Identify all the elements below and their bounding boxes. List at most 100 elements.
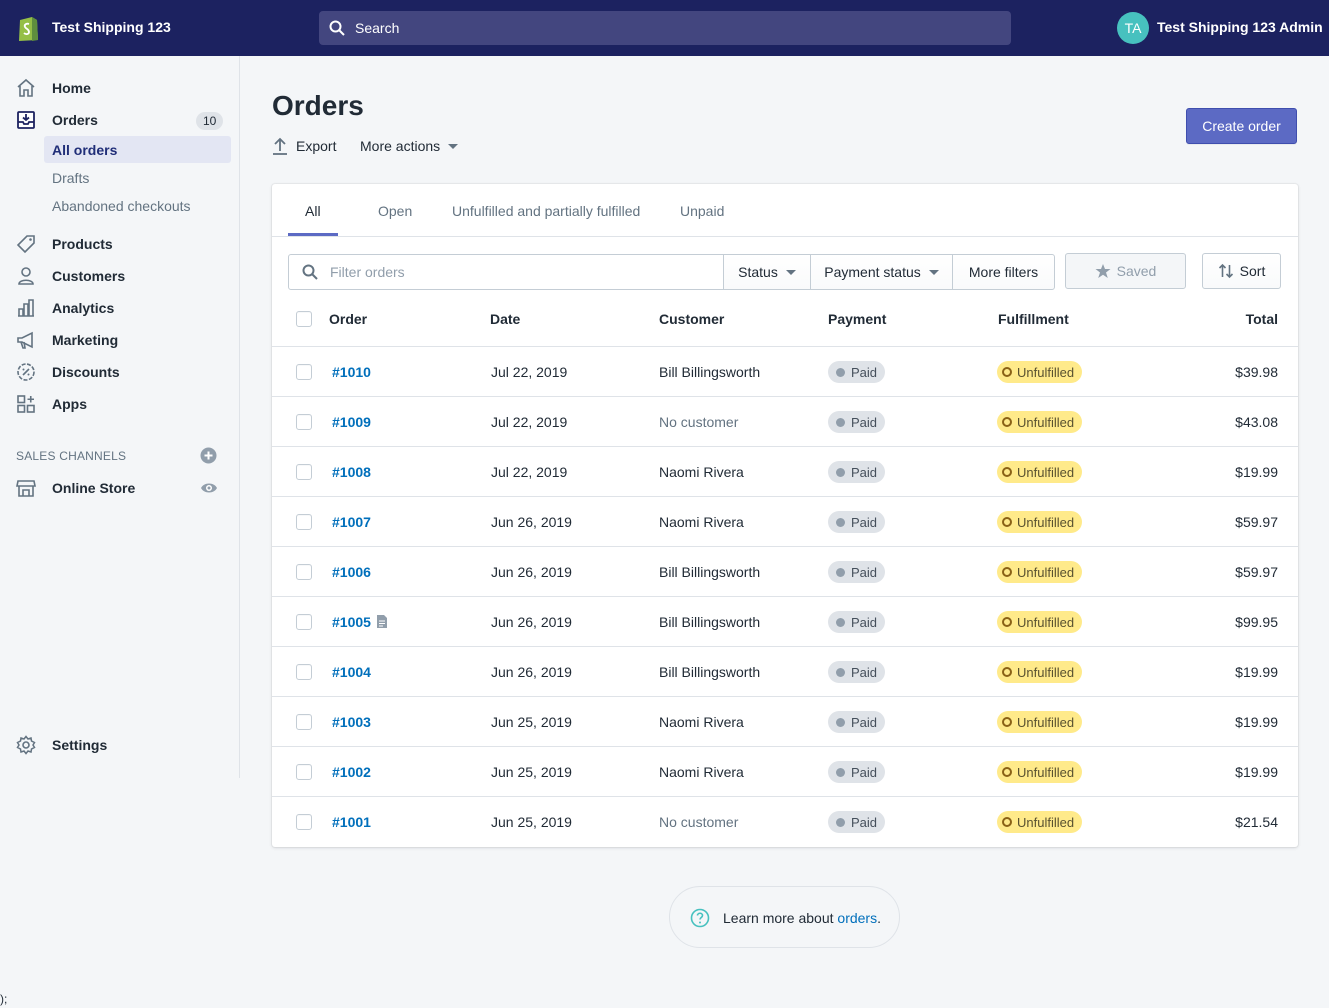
sidebar-item-customers[interactable]: Customers — [0, 260, 240, 292]
order-customer: No customer — [659, 814, 739, 830]
table-row[interactable]: #1009 Jul 22, 2019 No customer Paid Unfu… — [272, 397, 1298, 447]
order-number-link[interactable]: #1005 — [332, 614, 371, 630]
fulfillment-status-text: Unfulfilled — [1017, 814, 1075, 830]
order-date: Jun 25, 2019 — [491, 764, 572, 780]
table-row[interactable]: #1010 Jul 22, 2019 Bill Billingsworth Pa… — [272, 347, 1298, 397]
order-customer: Bill Billingsworth — [659, 364, 761, 380]
order-number-link[interactable]: #1004 — [332, 664, 371, 680]
sidebar-subitem-abandoned-checkouts[interactable]: Abandoned checkouts — [44, 192, 231, 219]
table-row[interactable]: #1007 Jun 26, 2019 Naomi Rivera Paid Unf… — [272, 497, 1298, 547]
search-input[interactable]: Search — [319, 11, 1011, 45]
order-number-link[interactable]: #1009 — [332, 414, 371, 430]
order-total: $43.08 — [1235, 414, 1278, 430]
payment-status-filter-button[interactable]: Payment status — [810, 254, 953, 290]
stray-text: ); — [0, 992, 8, 1006]
sidebar-subitem-all-orders[interactable]: All orders — [44, 136, 231, 163]
payment-status-text: Paid — [851, 564, 878, 580]
shop-name[interactable]: Test Shipping 123 — [52, 19, 171, 35]
more-actions-button[interactable]: More actions — [360, 138, 459, 154]
order-date: Jun 26, 2019 — [491, 614, 572, 630]
payment-status-badge: Paid — [828, 711, 886, 733]
fulfillment-status-badge: Unfulfilled — [997, 361, 1083, 383]
payment-status-badge: Paid — [828, 411, 886, 433]
fulfillment-status-text: Unfulfilled — [1017, 664, 1075, 680]
sidebar-item-products[interactable]: Products — [0, 228, 240, 260]
order-date: Jun 26, 2019 — [491, 664, 572, 680]
order-number-link[interactable]: #1001 — [332, 814, 371, 830]
sidebar-item-orders[interactable]: Orders 10 — [0, 104, 240, 136]
sidebar-item-marketing[interactable]: Marketing — [0, 324, 240, 356]
sidebar-item-label: Marketing — [52, 332, 119, 348]
sidebar-item-apps[interactable]: Apps — [0, 388, 240, 420]
row-checkbox[interactable] — [296, 814, 312, 830]
status-dot-icon — [836, 617, 845, 627]
table-row[interactable]: #1006 Jun 26, 2019 Bill Billingsworth Pa… — [272, 547, 1298, 597]
more-filters-button[interactable]: More filters — [952, 254, 1055, 290]
column-header-total[interactable]: Total — [1245, 311, 1278, 327]
saved-button[interactable]: Saved — [1065, 253, 1186, 289]
table-row[interactable]: #1008 Jul 22, 2019 Naomi Rivera Paid Unf… — [272, 447, 1298, 497]
fulfillment-status-text: Unfulfilled — [1017, 464, 1075, 480]
order-number-link[interactable]: #1010 — [332, 364, 371, 380]
sidebar-item-online-store[interactable]: Online Store — [0, 472, 240, 504]
table-row[interactable]: #1005 Jun 26, 2019 Bill Billingsworth Pa… — [272, 597, 1298, 647]
column-header-date[interactable]: Date — [490, 311, 521, 327]
sort-button[interactable]: Sort — [1202, 253, 1281, 289]
payment-status-badge: Paid — [828, 811, 886, 833]
bar-chart-icon — [18, 299, 34, 317]
sidebar-item-label: Customers — [52, 268, 126, 284]
row-checkbox[interactable] — [296, 764, 312, 780]
column-header-fulfillment[interactable]: Fulfillment — [998, 311, 1069, 327]
order-date: Jun 25, 2019 — [491, 714, 572, 730]
select-all-checkbox[interactable] — [296, 311, 312, 327]
row-checkbox[interactable] — [296, 664, 312, 680]
order-number-link[interactable]: #1007 — [332, 514, 371, 530]
filter-orders-input[interactable]: Filter orders — [288, 254, 724, 290]
order-customer: Bill Billingsworth — [659, 564, 761, 580]
shopify-logo-icon[interactable] — [16, 14, 40, 42]
sidebar-item-label: Settings — [52, 737, 108, 753]
row-checkbox[interactable] — [296, 464, 312, 480]
export-button[interactable]: Export — [272, 136, 336, 156]
sidebar-item-home[interactable]: Home — [0, 72, 240, 104]
order-number-link[interactable]: #1002 — [332, 764, 371, 780]
table-row[interactable]: #1004 Jun 26, 2019 Bill Billingsworth Pa… — [272, 647, 1298, 697]
add-sales-channel-icon[interactable] — [200, 447, 217, 464]
row-checkbox[interactable] — [296, 714, 312, 730]
sidebar-item-discounts[interactable]: Discounts — [0, 356, 240, 388]
fulfillment-status-text: Unfulfilled — [1017, 614, 1075, 630]
table-row[interactable]: #1003 Jun 25, 2019 Naomi Rivera Paid Unf… — [272, 697, 1298, 747]
incomplete-circle-icon — [1002, 367, 1012, 377]
row-checkbox[interactable] — [296, 564, 312, 580]
user-name[interactable]: Test Shipping 123 Admin — [1157, 19, 1323, 35]
status-filter-button[interactable]: Status — [723, 254, 811, 290]
tab-unfulfilled[interactable]: Unfulfilled and partially fulfilled — [452, 203, 641, 219]
row-checkbox[interactable] — [296, 414, 312, 430]
order-number-link[interactable]: #1006 — [332, 564, 371, 580]
tab-unpaid[interactable]: Unpaid — [680, 203, 725, 219]
sidebar-item-analytics[interactable]: Analytics — [0, 292, 240, 324]
table-row[interactable]: #1002 Jun 25, 2019 Naomi Rivera Paid Unf… — [272, 747, 1298, 797]
learn-more-orders-link[interactable]: orders — [837, 910, 878, 926]
eye-icon[interactable] — [200, 481, 218, 495]
create-order-button[interactable]: Create order — [1186, 108, 1297, 144]
column-header-order[interactable]: Order — [329, 311, 368, 327]
gear-icon — [16, 735, 36, 755]
row-checkbox[interactable] — [296, 514, 312, 530]
table-row[interactable]: #1001 Jun 25, 2019 No customer Paid Unfu… — [272, 797, 1298, 847]
avatar[interactable]: TA — [1117, 12, 1149, 44]
order-number-link[interactable]: #1008 — [332, 464, 371, 480]
sidebar-item-settings[interactable]: Settings — [0, 729, 240, 761]
sidebar-subitem-drafts[interactable]: Drafts — [44, 164, 231, 191]
row-checkbox[interactable] — [296, 364, 312, 380]
order-customer: No customer — [659, 414, 739, 430]
fulfillment-status-badge: Unfulfilled — [997, 411, 1083, 433]
tab-open[interactable]: Open — [378, 203, 413, 219]
row-checkbox[interactable] — [296, 614, 312, 630]
column-header-customer[interactable]: Customer — [659, 311, 725, 327]
order-number-link[interactable]: #1003 — [332, 714, 371, 730]
learn-more-suffix: . — [877, 910, 881, 926]
column-header-payment[interactable]: Payment — [828, 311, 887, 327]
fulfillment-status-text: Unfulfilled — [1017, 564, 1075, 580]
tab-all[interactable]: All — [305, 203, 321, 219]
